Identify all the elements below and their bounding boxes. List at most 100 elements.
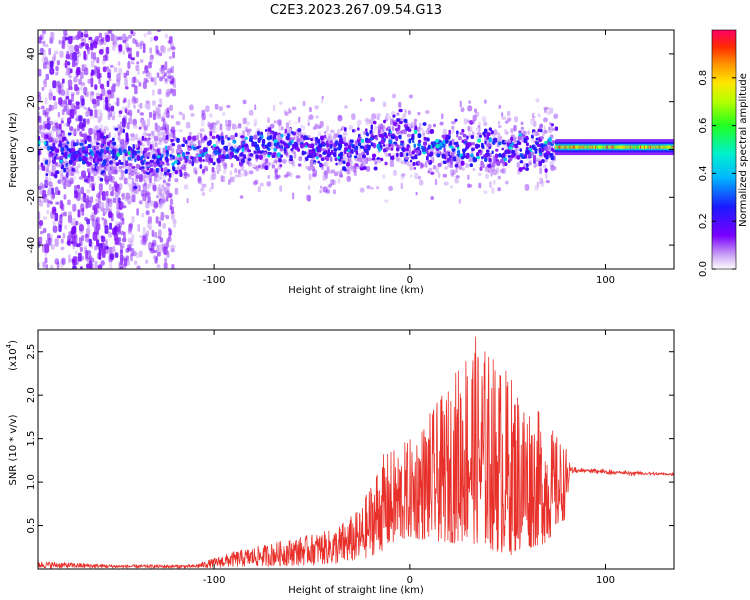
spectrogram-cell <box>44 56 48 64</box>
spectrogram-cell <box>54 238 59 247</box>
spectrogram-cell <box>197 154 202 157</box>
spectrogram-cell <box>132 38 136 44</box>
spectrogram-cell <box>109 160 113 165</box>
spectrogram-cell <box>268 141 271 147</box>
spectrogram-cell <box>160 131 166 137</box>
spectrogram-cell <box>429 154 432 157</box>
spectrogram-cell <box>158 221 162 227</box>
spectrogram-cell <box>48 88 53 94</box>
spectrogram-cell <box>61 178 66 186</box>
spectrogram-cell <box>125 196 128 202</box>
spectrogram-cell <box>409 124 412 128</box>
spectrogram-cell <box>127 244 132 251</box>
spectrogram-cell <box>119 139 123 144</box>
spectrogram-cell <box>287 127 291 131</box>
spectrogram-cell <box>550 167 555 172</box>
spectrogram-cell <box>431 144 435 148</box>
spectrogram-cell <box>34 112 38 120</box>
spectrogram-cell <box>248 170 254 175</box>
spectrogram-cell <box>472 142 475 146</box>
spectrogram-cell <box>476 156 480 159</box>
spectrogram-cell <box>357 157 360 162</box>
spectrogram-cell <box>80 266 83 269</box>
spectrogram-cell <box>338 161 342 165</box>
spectrogram-cell <box>459 165 462 170</box>
spectrogram-cell <box>234 125 239 130</box>
spectrogram-cell <box>274 168 279 173</box>
spectrogram-cell <box>69 45 74 54</box>
spectrogram-cell <box>88 238 92 247</box>
spectrogram-cell <box>60 238 64 244</box>
spectrogram-cell <box>215 146 220 150</box>
spectrogram-cell <box>280 133 284 138</box>
spectrogram-cell <box>102 66 107 73</box>
spectrogram-cell <box>504 162 508 166</box>
spectrogram-cell <box>422 130 425 138</box>
spectrogram-cell <box>130 136 135 142</box>
spectrogram-cell <box>155 216 159 224</box>
spectrogram-cell <box>454 164 459 168</box>
spectrogram-cell <box>280 140 283 144</box>
spectrogram-cell <box>101 87 106 97</box>
spectrogram-cell <box>203 135 208 141</box>
spectrogram-cell <box>93 44 98 48</box>
spectrogram-cell <box>498 104 502 109</box>
spectrogram-cell <box>430 171 435 175</box>
spectrogram-cell <box>55 170 60 174</box>
spectrogram-cell <box>85 263 90 269</box>
spectrogram-cell <box>242 99 247 105</box>
spectrogram-cell <box>441 134 446 138</box>
spectrogram-cell <box>419 122 422 130</box>
spectrogram-cell <box>90 59 95 68</box>
spectrogram-cell <box>38 225 42 229</box>
spectrogram-cell <box>129 253 133 262</box>
spectrogram-cell <box>127 61 131 69</box>
spectrogram-cell <box>156 176 160 182</box>
spectrogram-cell <box>66 168 70 173</box>
spectrogram-cell <box>381 128 385 132</box>
spectrogram-cell <box>266 181 272 187</box>
spectrogram-cell <box>383 132 387 137</box>
spectrogram-cell <box>192 146 197 151</box>
spectrogram-cell <box>451 125 455 130</box>
spectrogram-cell <box>59 143 62 147</box>
spectrogram-cell <box>497 187 501 192</box>
spectrogram-cell <box>118 159 121 163</box>
spectrogram-cell <box>400 140 405 144</box>
spectrogram-cell <box>312 169 318 176</box>
spectrogram-cell <box>58 97 63 105</box>
spectrogram-cell <box>172 136 177 142</box>
spectrogram-cell <box>461 139 465 143</box>
spectrogram-cell <box>138 126 142 130</box>
spectrogram-cell <box>54 50 59 55</box>
spectrogram-cell <box>472 157 476 162</box>
spectrogram-cell <box>156 251 161 257</box>
spectrogram-cell <box>77 31 81 40</box>
spectrogram-cell <box>297 163 302 167</box>
spectrogram-cell <box>84 33 89 38</box>
spectrogram-cell <box>152 89 155 96</box>
spectrogram-cell <box>74 84 78 91</box>
spectrogram-cell <box>65 95 70 100</box>
spectrogram-cell <box>232 176 235 183</box>
spectrogram-cell <box>411 150 415 155</box>
spectrogram-cell <box>114 165 117 172</box>
spectrogram-cell <box>90 175 94 182</box>
spectrogram-cell <box>111 85 116 93</box>
spectrogram-cell <box>38 129 42 135</box>
spectrogram-cell <box>439 142 443 147</box>
spectrogram-cell <box>229 151 234 157</box>
spectrogram-cell <box>456 134 459 138</box>
spectrogram-cell <box>38 95 42 102</box>
spectrogram-cell <box>67 99 72 106</box>
spectrogram-cell <box>67 235 71 243</box>
spectrogram-cell <box>148 61 152 69</box>
spectrogram-cell <box>78 156 82 162</box>
spectrogram-cell <box>234 132 238 137</box>
spectrogram-cell <box>223 169 227 174</box>
spectrogram-cell <box>406 133 411 138</box>
spectrogram-cell <box>504 120 509 124</box>
spectrogram-cell <box>322 174 327 181</box>
spectrogram-cell <box>461 167 465 171</box>
spectrogram-cell <box>108 77 112 82</box>
